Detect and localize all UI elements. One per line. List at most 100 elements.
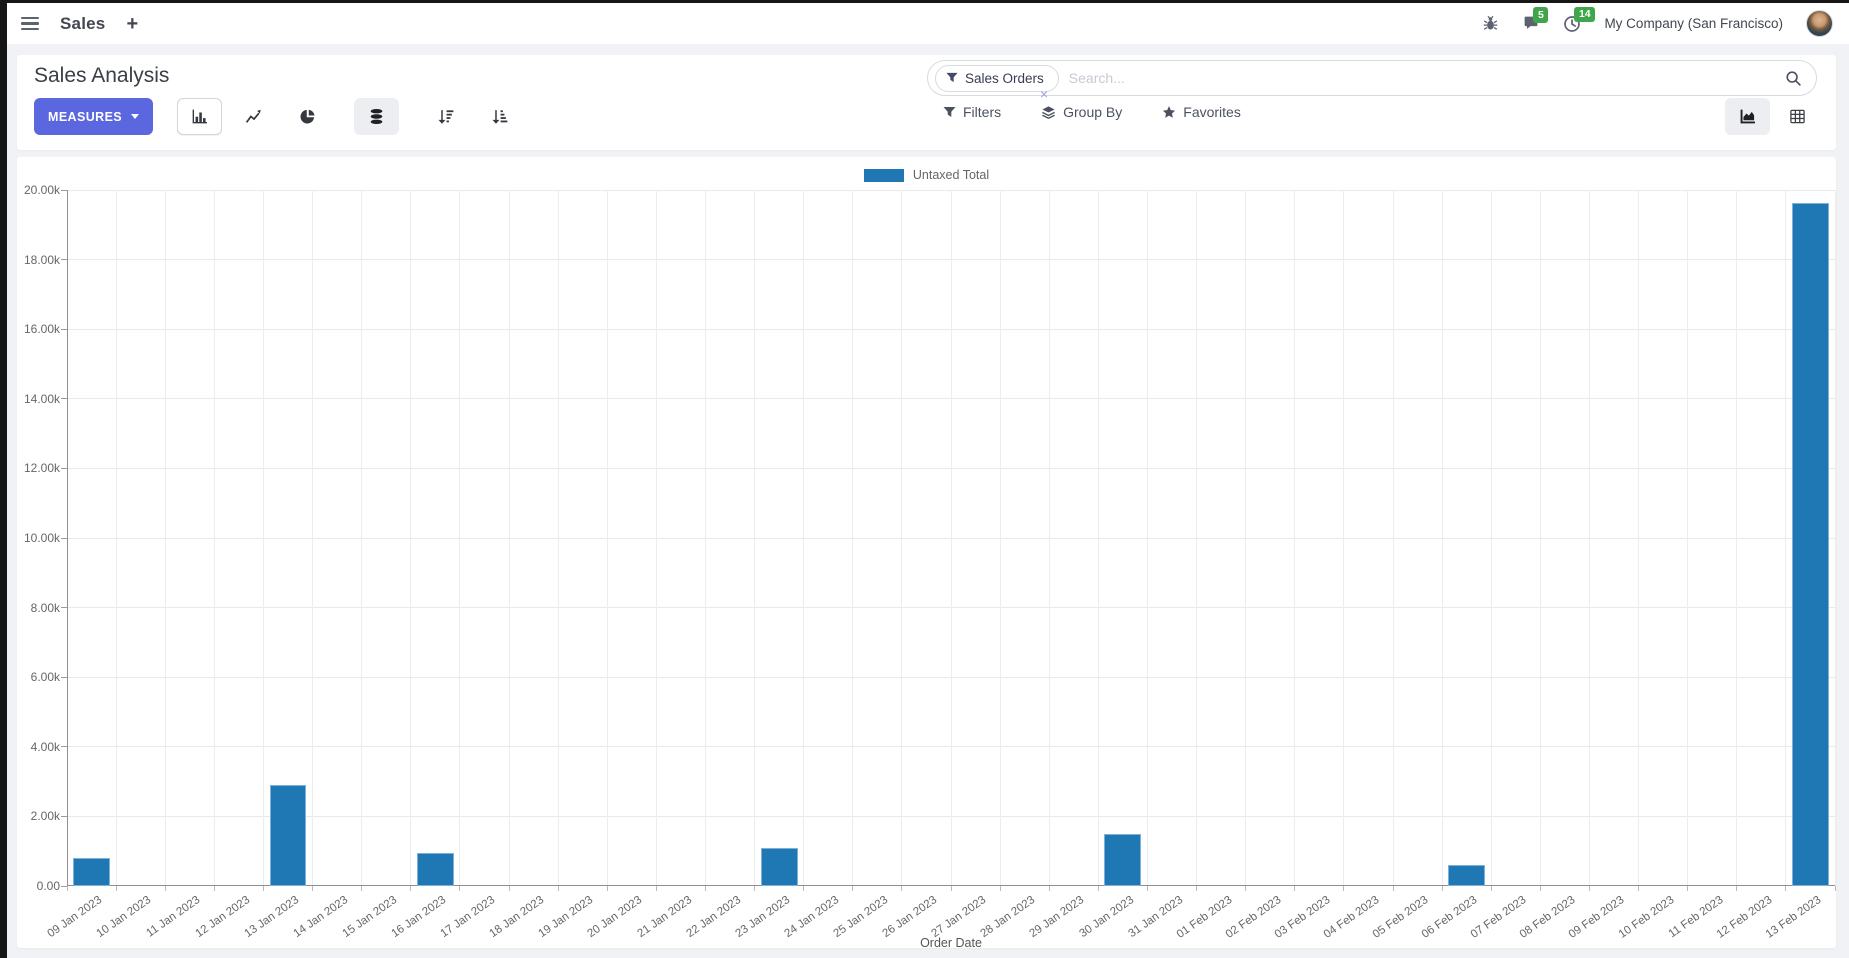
- gridline: [213, 190, 215, 886]
- x-tick: [508, 886, 510, 891]
- x-tick: [1687, 886, 1689, 891]
- sort-ascending-button[interactable]: [477, 98, 522, 135]
- y-axis-line: [67, 190, 68, 886]
- activities-clock-icon[interactable]: 14: [1563, 6, 1596, 33]
- activities-count-badge: 14: [1574, 6, 1596, 22]
- chart-area: Untaxed Total 0.00 2.00k 4.00k 6.00k 8.00k 10…: [17, 157, 1836, 950]
- gridline: [1736, 190, 1738, 886]
- x-tick: [557, 886, 559, 891]
- y-tick-label: 10.00k: [23, 531, 60, 545]
- y-tick: [61, 676, 67, 678]
- x-tick-label: 10 Jan 2023: [94, 894, 154, 941]
- sort-amount-desc-icon: [438, 110, 454, 124]
- gridline: [1048, 190, 1050, 886]
- bar[interactable]: [73, 858, 110, 886]
- gridline: [803, 190, 805, 886]
- x-tick-label: 21 Jan 2023: [635, 894, 694, 941]
- x-tick: [606, 886, 608, 891]
- x-tick: [1441, 886, 1443, 891]
- filters-button[interactable]: Filters: [943, 104, 1001, 120]
- y-tick: [61, 189, 67, 191]
- y-tick-label: 12.00k: [23, 461, 60, 476]
- search-icon[interactable]: [1785, 70, 1802, 87]
- x-tick: [459, 886, 461, 891]
- x-tick: [901, 886, 903, 891]
- gridline: [557, 190, 559, 886]
- sort-amount-asc-icon: [492, 110, 508, 124]
- bar[interactable]: [1448, 865, 1486, 886]
- chart-type-line-button[interactable]: [231, 98, 276, 135]
- filters-label: Filters: [963, 104, 1002, 120]
- measures-label: MEASURES: [48, 109, 123, 124]
- x-tick: [1834, 886, 1836, 891]
- group-by-button[interactable]: Group By: [1041, 104, 1122, 120]
- view-switcher-pivot-button[interactable]: [1775, 98, 1820, 135]
- plot-area: 09 Jan 2023 10 Jan 2023 11 Jan 2023 12 Jan …: [46, 189, 1836, 941]
- gridline: [312, 190, 314, 886]
- x-tick: [312, 886, 314, 891]
- bar[interactable]: [1792, 202, 1829, 886]
- x-tick: [1294, 886, 1296, 891]
- x-tick: [803, 886, 805, 891]
- gridline: [999, 190, 1001, 886]
- group-by-label: Group By: [1063, 104, 1123, 120]
- x-tick: [950, 886, 952, 891]
- facet-remove-icon[interactable]: ×: [1040, 86, 1049, 102]
- bar[interactable]: [269, 785, 307, 886]
- line-chart-icon: [245, 109, 261, 123]
- gridline: [115, 190, 117, 886]
- x-axis-line: [67, 885, 1835, 886]
- favorites-button[interactable]: Favorites: [1162, 104, 1241, 120]
- star-icon: [1163, 106, 1176, 118]
- x-tick: [754, 886, 756, 891]
- x-tick: [1048, 886, 1050, 891]
- x-tick: [361, 886, 363, 891]
- company-switcher[interactable]: My Company (San Francisco): [1604, 16, 1783, 31]
- x-tick-label: 29 Jan 2023: [1027, 894, 1087, 941]
- gridline: [655, 190, 657, 886]
- chart-legend[interactable]: Untaxed Total: [17, 168, 1836, 182]
- gridline: [1638, 190, 1640, 886]
- y-tick-label: 8.00k: [30, 600, 60, 615]
- bar[interactable]: [1104, 833, 1142, 886]
- y-tick-label: 14.00k: [23, 391, 60, 406]
- x-tick: [262, 886, 264, 891]
- x-tick-label: 23 Jan 2023: [733, 894, 793, 941]
- apps-menu-icon[interactable]: [21, 16, 39, 31]
- measures-button[interactable]: MEASURES: [34, 98, 154, 135]
- app-window: Sales + 5 14: [7, 3, 1849, 958]
- y-tick: [61, 746, 67, 748]
- new-tab-plus-icon[interactable]: +: [126, 12, 139, 35]
- legend-label: Untaxed Total: [912, 168, 990, 182]
- legend-swatch: [863, 168, 904, 182]
- messages-count-badge: 5: [1533, 7, 1549, 23]
- x-tick-label: 20 Jan 2023: [585, 894, 645, 941]
- bar[interactable]: [416, 852, 454, 886]
- gridline: [754, 190, 756, 886]
- x-tick: [1736, 886, 1738, 891]
- search-input[interactable]: [1068, 70, 1785, 86]
- gridline: [1539, 190, 1541, 886]
- gridline: [1490, 190, 1492, 886]
- bug-icon[interactable]: [1482, 15, 1499, 32]
- x-tick: [1785, 886, 1787, 891]
- y-tick: [61, 467, 67, 469]
- x-tick: [164, 886, 166, 891]
- messages-icon[interactable]: 5: [1522, 7, 1549, 32]
- search-facet-sales-orders[interactable]: Sales Orders: [935, 64, 1059, 92]
- gridline: [901, 190, 903, 886]
- view-switcher-graph-button[interactable]: [1725, 98, 1770, 135]
- chart-type-pie-button[interactable]: [285, 98, 330, 135]
- filter-funnel-icon: [946, 72, 958, 83]
- chart-type-bar-button[interactable]: [177, 98, 223, 135]
- bar[interactable]: [760, 848, 798, 886]
- gridline: [1834, 190, 1836, 886]
- user-avatar[interactable]: [1806, 10, 1833, 37]
- search-bar[interactable]: Sales Orders ×: [927, 60, 1817, 101]
- gridline: [1441, 190, 1443, 886]
- app-name[interactable]: Sales: [60, 13, 106, 33]
- x-tick: [1490, 886, 1492, 891]
- stacked-toggle-button[interactable]: [354, 98, 400, 135]
- gridline: [1588, 190, 1590, 886]
- sort-descending-button[interactable]: [423, 98, 468, 135]
